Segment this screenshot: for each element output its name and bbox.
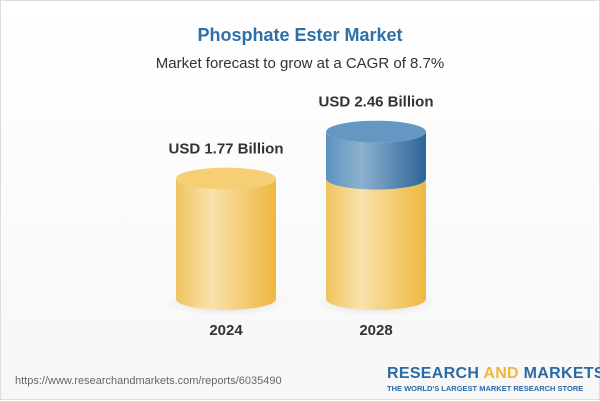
data-label: USD 1.77 Billion <box>168 141 283 158</box>
category-label: 2028 <box>359 322 392 339</box>
chart-subtitle: Market forecast to grow at a CAGR of 8.7… <box>155 55 445 72</box>
category-label: 2024 <box>209 322 243 339</box>
source-url[interactable]: https://www.researchandmarkets.com/repor… <box>15 375 282 387</box>
chart-title: Phosphate Ester Market <box>197 25 403 45</box>
cylinder-base-2028 <box>326 178 426 310</box>
research-and-markets-logo: RESEARCH AND MARKETS THE WORLD'S LARGEST… <box>387 365 600 393</box>
data-label: USD 2.46 Billion <box>318 94 433 111</box>
cylinder-base-2024 <box>176 178 276 310</box>
cylinder-top-2024 <box>176 167 276 190</box>
cylinder-top-2028 <box>326 120 426 143</box>
cylinder-growth-2028 <box>326 131 426 190</box>
